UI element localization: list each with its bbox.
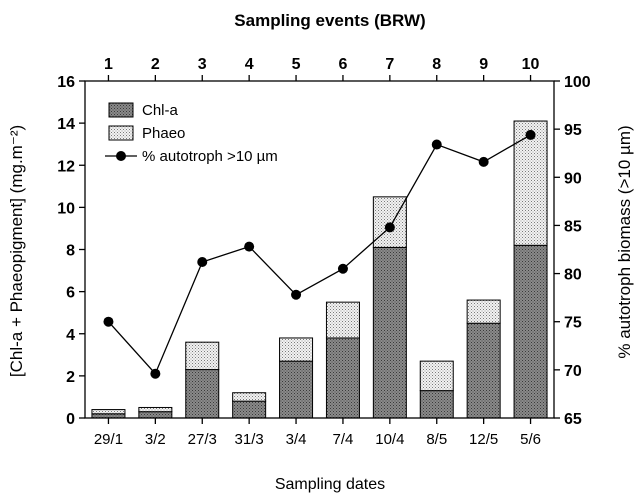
marker-autotroph-8: [431, 139, 442, 150]
legend: Chl-a Phaeo % autotroph >10 µm: [105, 102, 278, 165]
bar-phaeo-3: [185, 341, 220, 371]
bar-chl-a-7: [372, 246, 407, 419]
marker-autotroph-7: [384, 222, 395, 233]
y2-tick-label-100: 100: [564, 74, 591, 91]
x-tick-label-1: 29/1: [94, 431, 123, 448]
legend-swatch-chl-a: [108, 102, 134, 118]
marker-autotroph-1: [103, 316, 114, 327]
bar-chl-a-4: [232, 400, 267, 419]
x-tick-label-6: 7/4: [333, 431, 354, 448]
x-tick-label-5: 3/4: [286, 431, 307, 448]
top-axis-title: Sampling events (BRW): [234, 11, 425, 30]
line-autotroph: [108, 134, 531, 375]
line-layer: [103, 129, 536, 379]
top-tick-label-3: 3: [198, 56, 207, 73]
y2-tick-label-80: 80: [564, 267, 582, 284]
legend-marker-autotroph: [116, 151, 126, 161]
x-axis-title: Sampling dates: [275, 476, 385, 493]
y-tick-label-2: 2: [66, 369, 75, 386]
bar-chl-a-8: [419, 390, 454, 419]
y2-tick-label-65: 65: [564, 411, 582, 428]
bar-chl-a-9: [466, 322, 501, 419]
y-tick-label-12: 12: [57, 158, 75, 175]
bar-phaeo-6: [325, 301, 360, 339]
x-tick-label-2: 3/2: [145, 431, 166, 448]
x-tick-label-10: 5/6: [520, 431, 541, 448]
y2-tick-label-70: 70: [564, 363, 582, 380]
marker-autotroph-3: [197, 257, 208, 268]
bar-chl-a-2: [138, 411, 173, 419]
x-tick-label-3: 27/3: [188, 431, 217, 448]
legend-label-autotroph: % autotroph >10 µm: [142, 148, 278, 165]
top-tick-label-4: 4: [245, 56, 254, 73]
top-tick-label-10: 10: [522, 56, 540, 73]
y2-tick-label-95: 95: [564, 122, 582, 139]
x-tick-label-8: 8/5: [426, 431, 447, 448]
marker-autotroph-4: [244, 241, 255, 252]
y-tick-label-6: 6: [66, 285, 75, 302]
bar-chl-a-3: [185, 369, 220, 419]
bar-phaeo-1: [91, 409, 126, 415]
y2-tick-label-90: 90: [564, 170, 582, 187]
marker-autotroph-9: [478, 156, 489, 167]
y-tick-label-8: 8: [66, 243, 75, 260]
y-axis-title: [Chl-a + Phaeopigment] (mg.m⁻²): [7, 125, 26, 377]
bar-chl-a-5: [279, 360, 314, 419]
bar-phaeo-9: [466, 299, 501, 324]
bar-phaeo-4: [232, 392, 267, 402]
x-tick-label-9: 12/5: [469, 431, 498, 448]
bar-chl-a-10: [513, 244, 548, 419]
legend-swatch-phaeo: [108, 125, 134, 141]
bars-layer: [91, 120, 548, 419]
y-tick-label-14: 14: [57, 116, 75, 133]
top-tick-label-1: 1: [104, 56, 113, 73]
legend-label-phaeo: Phaeo: [142, 125, 185, 142]
bar-chl-a-6: [325, 337, 360, 419]
y2-tick-label-85: 85: [564, 218, 582, 235]
x-tick-label-7: 10/4: [375, 431, 404, 448]
marker-autotroph-2: [150, 368, 161, 379]
top-tick-label-5: 5: [292, 56, 301, 73]
bar-phaeo-7: [372, 196, 407, 248]
legend-label-chl-a: Chl-a: [142, 102, 179, 119]
y2-tick-label-75: 75: [564, 315, 582, 332]
y-tick-label-10: 10: [57, 200, 75, 217]
marker-autotroph-6: [337, 263, 348, 274]
top-tick-label-8: 8: [432, 56, 441, 73]
bar-phaeo-8: [419, 360, 454, 392]
y-tick-label-4: 4: [66, 327, 75, 344]
marker-autotroph-10: [525, 129, 536, 140]
y-tick-label-16: 16: [57, 74, 75, 91]
top-tick-label-7: 7: [385, 56, 394, 73]
bar-phaeo-5: [279, 337, 314, 362]
y-tick-label-0: 0: [66, 411, 75, 428]
y-axis-right-title: % autotroph biomass (>10 µm): [615, 125, 634, 358]
top-tick-label-6: 6: [338, 56, 347, 73]
marker-autotroph-5: [291, 289, 302, 300]
bar-phaeo-2: [138, 406, 173, 413]
top-tick-label-2: 2: [151, 56, 160, 73]
x-tick-label-4: 31/3: [235, 431, 264, 448]
top-tick-label-9: 9: [479, 56, 488, 73]
